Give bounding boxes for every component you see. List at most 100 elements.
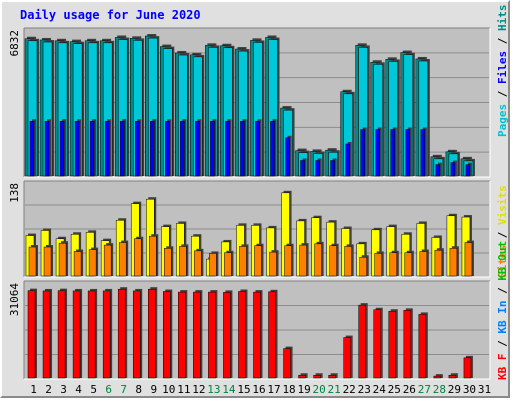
files-bar-day-29	[450, 162, 456, 177]
files-bar-day-27	[420, 129, 426, 177]
kbf-bar-day-13	[208, 291, 216, 379]
sites-bar-day-28	[434, 249, 443, 277]
files-bar-day-4	[74, 121, 80, 177]
sites-bar-day-29	[449, 248, 458, 277]
kbf-bar-day-5	[87, 290, 96, 379]
kbf-bar-day-26	[403, 310, 412, 379]
x-tick-label-day-19: 19	[297, 383, 310, 396]
files-bar-day-11	[180, 121, 185, 177]
sites-bar-day-9	[149, 235, 157, 277]
sites-bar-day-20	[314, 243, 322, 277]
files-bar-day-2	[44, 121, 50, 177]
files-bar-day-28	[435, 164, 441, 177]
kbf-bar-day-28	[433, 375, 442, 379]
files-bar-day-3	[59, 121, 65, 177]
x-tick-label-day-13: 13	[207, 383, 220, 396]
sites-bar-day-12	[194, 250, 202, 277]
sites-bar-day-22	[344, 246, 352, 277]
files-bar-day-23	[360, 129, 365, 177]
legend-separator: /	[496, 225, 509, 245]
kbf-bar-day-17	[268, 291, 276, 379]
x-tick-label-day-28: 28	[433, 383, 446, 396]
x-tick-label-day-31: 31	[478, 383, 491, 396]
kbf-bar-day-18	[283, 348, 291, 379]
x-tick-label-day-18: 18	[282, 383, 295, 396]
sites-bar-day-17	[269, 251, 277, 277]
x-tick-label-day-5: 5	[90, 383, 97, 396]
kbf-bar-day-8	[132, 290, 141, 379]
x-tick-label-day-7: 7	[120, 383, 127, 396]
files-bar-day-22	[345, 143, 350, 177]
kbf-bar-day-30	[463, 357, 472, 379]
legend-bot: KB F / KB In / KB Out	[496, 241, 509, 380]
sites-bar-day-10	[164, 248, 172, 277]
files-bar-day-5	[89, 121, 95, 177]
kbf-bar-day-10	[163, 291, 171, 379]
sites-bar-day-8	[133, 238, 142, 277]
files-bar-day-15	[240, 121, 245, 177]
sites-bar-day-4	[73, 251, 82, 277]
files-bar-day-17	[270, 121, 275, 177]
x-tick-label-day-11: 11	[177, 383, 190, 396]
files-bar-day-10	[165, 121, 170, 177]
files-bar-day-12	[195, 121, 200, 177]
x-tick-label-day-22: 22	[343, 383, 356, 396]
sites-bar-day-14	[224, 252, 232, 277]
files-bar-day-6	[104, 121, 110, 177]
files-bar-day-19	[300, 160, 305, 177]
x-tick-label-day-6: 6	[105, 383, 112, 396]
x-tick-label-day-25: 25	[388, 383, 401, 396]
kbf-bar-day-20	[313, 374, 321, 379]
y-max-label-mid: 138	[8, 183, 21, 203]
kbf-bar-day-27	[418, 314, 427, 379]
x-tick-label-day-26: 26	[403, 383, 416, 396]
x-tick-label-day-20: 20	[313, 383, 326, 396]
x-tick-label-day-17: 17	[267, 383, 280, 396]
files-bar-day-13	[210, 121, 215, 177]
sites-bar-day-3	[58, 242, 67, 277]
sites-bar-day-30	[464, 242, 473, 277]
sites-bar-day-2	[43, 246, 52, 277]
sites-bar-day-19	[299, 244, 307, 277]
kbf-bar-day-3	[57, 290, 66, 379]
x-tick-label-day-27: 27	[418, 383, 431, 396]
files-bar-day-16	[255, 121, 260, 177]
legend-item-hits: Hits	[496, 5, 509, 32]
x-tick-label-day-21: 21	[328, 383, 341, 396]
legend-item-pages: Pages	[496, 104, 509, 137]
sites-bar-day-23	[359, 256, 367, 277]
legend-item-files: Files	[496, 51, 509, 84]
files-bar-day-21	[330, 160, 335, 177]
kbf-bar-day-16	[253, 291, 261, 379]
files-bar-day-26	[405, 129, 411, 177]
kbf-bar-day-7	[117, 288, 126, 379]
legend-separator: /	[496, 84, 509, 104]
x-tick-label-day-29: 29	[448, 383, 461, 396]
x-tick-label-day-15: 15	[237, 383, 250, 396]
kbf-bar-day-4	[72, 290, 81, 379]
kbf-bar-day-14	[223, 292, 231, 379]
sites-bar-day-13	[209, 253, 217, 277]
sites-bar-day-1	[28, 246, 37, 277]
kbf-bar-day-25	[388, 310, 397, 379]
x-tick-label-day-16: 16	[252, 383, 265, 396]
sites-bar-day-18	[284, 245, 292, 277]
x-tick-label-day-23: 23	[358, 383, 371, 396]
x-tick-label-day-8: 8	[135, 383, 142, 396]
files-bar-day-25	[390, 129, 396, 177]
legend-item-kb-in: KB In	[496, 301, 509, 334]
x-tick-label-day-24: 24	[373, 383, 387, 396]
x-tick-label-day-2: 2	[45, 383, 52, 396]
kbf-bar-day-12	[193, 291, 201, 379]
legend-item-visits: Visits	[496, 185, 509, 225]
x-tick-label-day-30: 30	[463, 383, 476, 396]
files-bar-day-30	[465, 164, 471, 177]
kbf-bar-day-23	[358, 304, 366, 379]
files-bar-day-7	[119, 121, 125, 177]
sites-bar-day-15	[239, 246, 247, 277]
kbf-bar-day-24	[373, 309, 381, 379]
kbf-bar-day-21	[328, 374, 336, 379]
legend-separator: /	[496, 334, 509, 354]
kbf-bar-day-29	[448, 374, 457, 379]
sites-bar-day-26	[404, 252, 413, 277]
